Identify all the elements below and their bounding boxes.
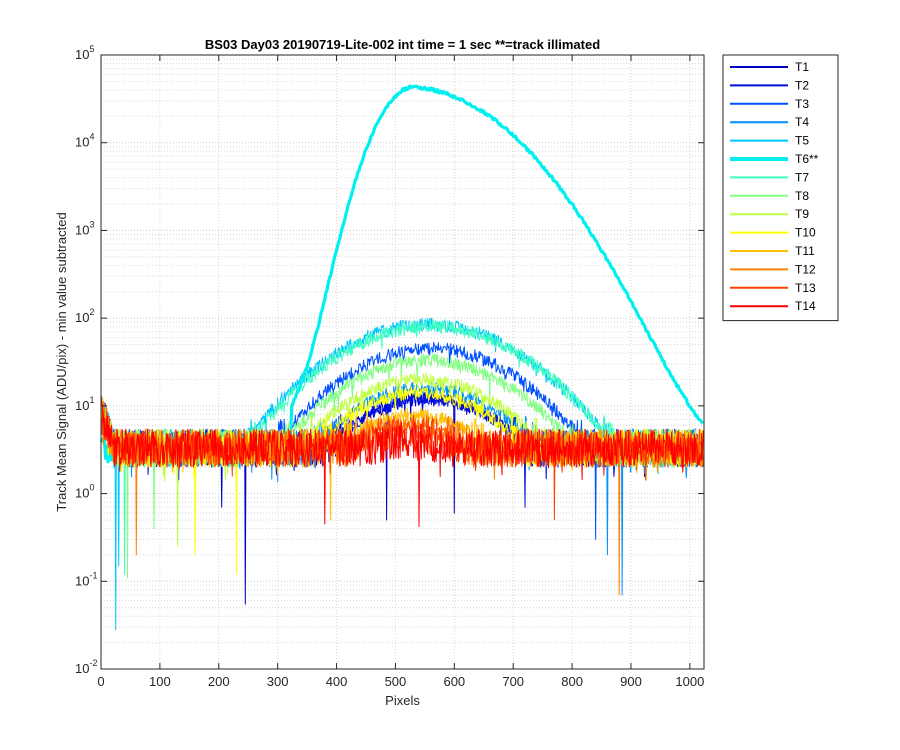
x-tick-label: 700 — [502, 674, 524, 689]
legend-label-t5: T5 — [795, 134, 809, 148]
x-axis-title: Pixels — [385, 693, 420, 708]
legend-label-t8: T8 — [795, 189, 809, 203]
legend-label-t7: T7 — [795, 170, 809, 184]
x-tick-label: 100 — [149, 674, 171, 689]
x-tick-label: 900 — [620, 674, 642, 689]
y-tick-label: 103 — [75, 219, 94, 237]
legend-box — [722, 54, 839, 322]
legend-label-t3: T3 — [795, 97, 809, 111]
series-line-t14 — [100, 394, 704, 528]
y-tick-label: 104 — [75, 132, 94, 150]
legend-label-t4: T4 — [795, 115, 809, 129]
y-tick-label: 100 — [75, 483, 94, 501]
chart-title: BS03 Day03 20190719-Lite-002 int time = … — [205, 37, 600, 52]
data-layer — [99, 84, 704, 631]
x-tick-label: 400 — [326, 674, 348, 689]
legend-label-t2: T2 — [795, 78, 809, 92]
y-tick-label: 102 — [75, 307, 94, 325]
grid-layer — [101, 55, 704, 669]
legend-label-t6: T6** — [795, 152, 819, 166]
legend-label-t9: T9 — [795, 207, 809, 221]
x-tick-label: 0 — [97, 674, 104, 689]
legend: T1 T2 T3 T4 T5 T6** T7 T8 T9 T10 T11 T12 T13 T14 — [722, 54, 839, 322]
y-tick-label: 105 — [75, 44, 94, 62]
legend-label-t1: T1 — [795, 60, 809, 74]
legend-label-t13: T13 — [795, 281, 816, 295]
legend-label-t11: T11 — [795, 244, 815, 258]
legend-label-t14: T14 — [795, 299, 816, 313]
x-tick-label: 200 — [208, 674, 230, 689]
x-tick-label: 1000 — [675, 674, 704, 689]
axes-box — [100, 54, 705, 670]
series-line-t13 — [100, 401, 704, 521]
x-tick-label: 800 — [561, 674, 583, 689]
legend-label-t12: T12 — [795, 262, 816, 276]
legend-label-t10: T10 — [795, 226, 816, 240]
series-line-t1 — [100, 392, 704, 605]
y-axis-title: Track Mean Signal (ADU/pix) - min value … — [54, 212, 69, 511]
x-tick-label: 300 — [267, 674, 289, 689]
y-tick-label: 101 — [75, 395, 94, 413]
x-tick-label: 600 — [443, 674, 465, 689]
y-tick-label: 10-1 — [75, 570, 97, 588]
y-tick-label: 10-2 — [75, 658, 97, 676]
tick-layer: 0 100 200 300 400 500 600 700 800 900 1000 10-2 10-1… — [75, 44, 704, 689]
x-tick-label: 500 — [385, 674, 407, 689]
